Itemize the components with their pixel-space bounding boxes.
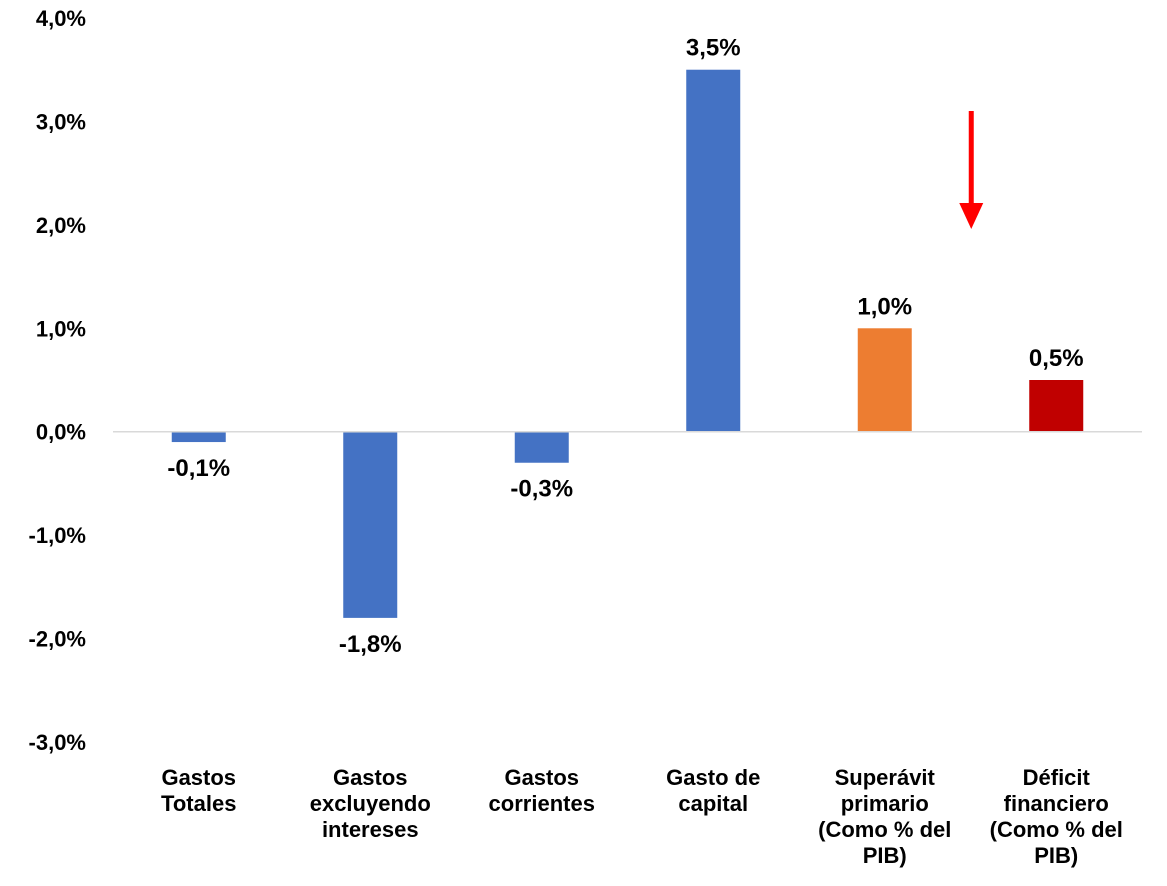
y-tick-label: 2,0% (36, 213, 86, 238)
y-tick-label: 4,0% (36, 6, 86, 31)
bar (514, 431, 569, 463)
y-tick-label: 1,0% (36, 316, 86, 341)
y-tick-label: -1,0% (29, 523, 86, 548)
data-label: 3,5% (686, 35, 741, 62)
category-label: Superávit primario (Como % del PIB) (818, 765, 951, 868)
data-label: -0,3% (510, 476, 573, 503)
data-label: -0,1% (167, 455, 230, 482)
data-label: 1,0% (857, 293, 912, 320)
down-arrow-icon (959, 203, 984, 229)
y-tick-label: 0,0% (36, 420, 86, 445)
bar (686, 69, 741, 432)
bar (857, 328, 912, 432)
category-label: Gastos corrientes (489, 765, 595, 816)
category-label: Gastos Totales (161, 765, 236, 816)
bar (171, 431, 226, 443)
y-tick-label: -3,0% (29, 730, 86, 755)
category-label: Déficit financiero (Como % del PIB) (990, 765, 1123, 868)
y-tick-label: 3,0% (36, 109, 86, 134)
data-label: -1,8% (339, 631, 402, 658)
category-label: Gasto de capital (666, 765, 760, 816)
data-label: 0,5% (1029, 345, 1084, 372)
bar (343, 431, 398, 618)
y-tick-label: -2,0% (29, 627, 86, 652)
bar (1029, 380, 1084, 432)
category-label: Gastos excluyendo intereses (310, 765, 431, 842)
